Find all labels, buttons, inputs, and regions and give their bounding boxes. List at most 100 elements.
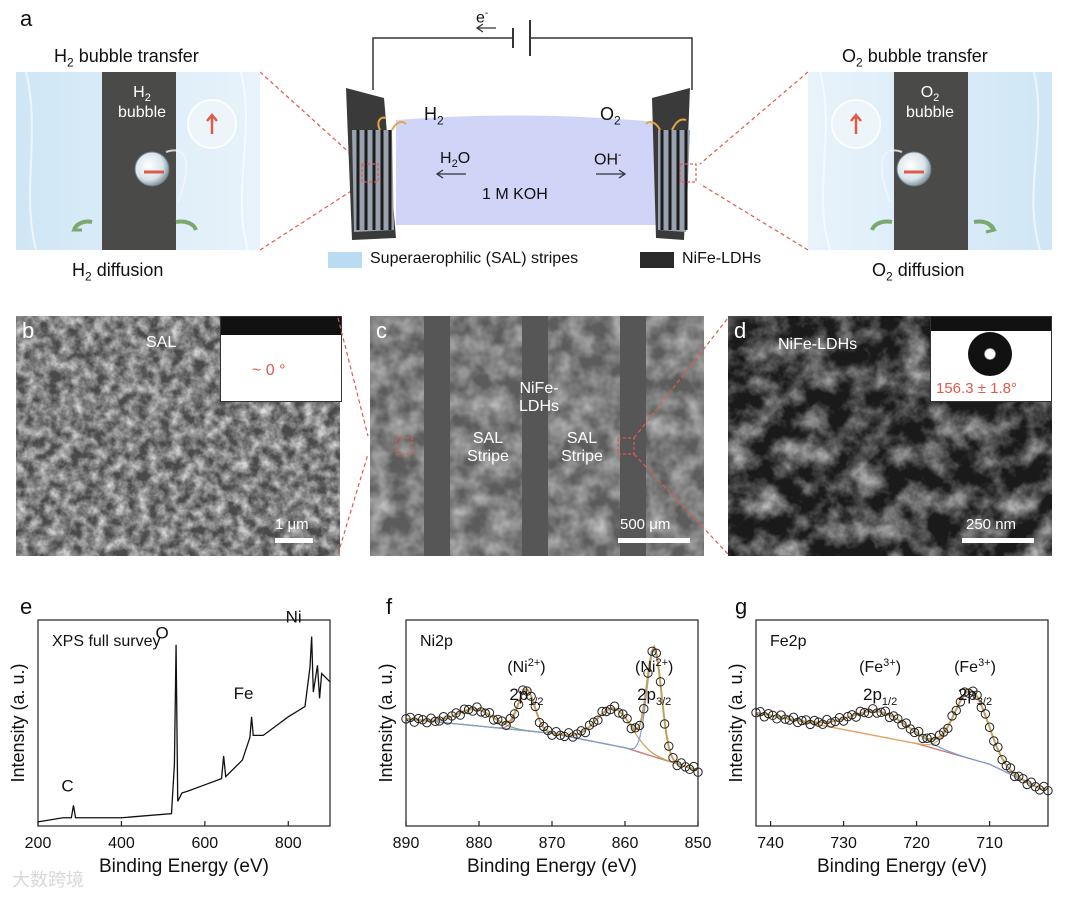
peak-label-f-2-orbital: 2p3/2	[637, 685, 671, 708]
data-point-g	[813, 717, 824, 727]
peak-label-g-2-orbital: 2p3/2	[958, 685, 992, 708]
data-point-f	[659, 719, 670, 729]
survey-spectrum-line	[37, 636, 331, 823]
legend-sal-swatch	[328, 252, 362, 268]
data-point-g	[980, 709, 991, 719]
scale-bar-b	[275, 538, 313, 543]
o2-bubble-zoom-illustration	[808, 72, 1052, 250]
sem-stripe-right-label: SAL Stripe	[561, 430, 603, 465]
data-point-g	[797, 715, 807, 726]
chart-annotation-g: Fe2p	[770, 633, 807, 650]
data-point-f	[626, 723, 636, 734]
x-tick-label-f: 870	[539, 835, 566, 852]
panel-label-e: e	[20, 594, 33, 619]
peak-label-g-2-state: (Fe3+)	[954, 657, 996, 676]
x-tick-label-e: 800	[275, 835, 302, 852]
tem-ldh-label: NiFe-LDHs	[778, 336, 858, 353]
data-point-f	[484, 708, 495, 718]
sem-sal-label: SAL	[146, 334, 177, 351]
data-point-f	[609, 701, 620, 711]
h2o-label: H2O	[440, 150, 471, 171]
data-point-g	[1043, 785, 1053, 796]
data-point-g	[976, 702, 986, 713]
oh-label: OH-	[594, 150, 622, 169]
fe-2p32-peak	[755, 690, 1049, 790]
data-point-f	[664, 741, 674, 751]
data-point-f	[501, 720, 511, 731]
x-tick-label-e: 600	[192, 835, 219, 852]
data-point-f	[530, 701, 541, 712]
data-point-f	[526, 691, 536, 702]
data-point-f	[614, 708, 624, 718]
x-tick-label-e: 200	[25, 835, 52, 852]
data-point-f	[593, 715, 603, 725]
h2-diffusion-label: H2 diffusion	[72, 260, 164, 284]
peak-label-f-2-state: (Ni2+)	[635, 657, 673, 676]
peak-label-fe: Fe	[234, 684, 254, 703]
legend-ldh-swatch	[640, 252, 674, 268]
data-point-f	[555, 730, 566, 740]
data-point-g	[913, 726, 924, 737]
background-line-f	[405, 718, 699, 771]
scale-bar-d	[962, 538, 1034, 543]
data-point-f	[634, 720, 645, 731]
x-tick-label-g: 730	[830, 835, 857, 852]
data-point-f	[589, 717, 599, 727]
data-point-g	[951, 705, 961, 716]
data-point-f	[518, 685, 528, 695]
contact-angle-sal: ~ 0 °	[252, 362, 286, 379]
x-tick-label-f: 880	[466, 835, 493, 852]
panel-label-b: b	[22, 318, 35, 343]
data-point-g	[859, 707, 870, 718]
data-point-f	[668, 753, 678, 763]
data-point-f	[413, 713, 424, 724]
zoom-lines-bc	[337, 317, 369, 555]
data-point-f	[513, 699, 524, 710]
o2-bubble-transfer-title: O2 bubble transfer	[842, 46, 988, 70]
contact-angle-ldh: 156.3 ± 1.8°	[936, 380, 1017, 397]
panel-label-c: c	[376, 318, 387, 343]
data-point-g	[1005, 763, 1016, 773]
data-point-g	[922, 733, 932, 743]
data-point-g	[897, 720, 907, 730]
data-point-g	[793, 717, 803, 728]
peak-label-ni: Ni	[286, 607, 302, 626]
scale-label-b: 1 μm	[275, 516, 309, 533]
x-tick-label-g: 740	[757, 835, 784, 852]
data-point-f	[576, 726, 586, 736]
data-point-g	[909, 727, 920, 738]
cathode-h2-label: H2	[424, 104, 444, 128]
anode-o2-label: O2	[600, 104, 621, 128]
zoom-lines-cd	[634, 317, 729, 555]
data-point-g	[763, 708, 774, 719]
electrolysis-cell-diagram	[260, 20, 808, 251]
water-droplet-icon	[968, 332, 1012, 376]
o2-diffusion-label: O2 diffusion	[872, 260, 965, 284]
y-axis-label-e: Intensity (a. u.)	[8, 663, 28, 782]
data-point-f	[622, 713, 632, 724]
data-point-g	[943, 723, 953, 734]
panel-label-f: f	[386, 594, 393, 619]
sem-ldh-label: NiFe- LDHs	[518, 380, 559, 415]
sem-image-stripes	[370, 316, 704, 556]
sem-stripe-left-label: SAL Stripe	[467, 430, 509, 465]
peak-label-c: C	[61, 776, 73, 795]
peak-label-o: O	[155, 624, 168, 643]
contact-angle-inset-sal	[220, 316, 342, 402]
peak-label-g-1-orbital: 2p1/2	[863, 685, 897, 708]
electrolyte-label: 1 M KOH	[482, 186, 548, 203]
watermark: 大数跨境	[12, 870, 84, 890]
h2-bubble-transfer-title: H2 bubble transfer	[54, 46, 199, 70]
scale-label-c: 500 μm	[620, 516, 671, 533]
data-point-f	[430, 716, 440, 727]
electron-label: e-	[476, 8, 489, 27]
panel-label-d: d	[734, 318, 747, 343]
plot-frame-g	[755, 619, 1049, 827]
data-point-f	[655, 677, 666, 687]
x-axis-label-e: Binding Energy (eV)	[99, 856, 269, 877]
data-point-f	[651, 648, 661, 658]
data-point-g	[972, 690, 982, 700]
envelope-fit-g	[755, 689, 1049, 790]
contact-angle-inset-ldh	[930, 316, 1052, 402]
plot-frame-e	[37, 619, 331, 827]
